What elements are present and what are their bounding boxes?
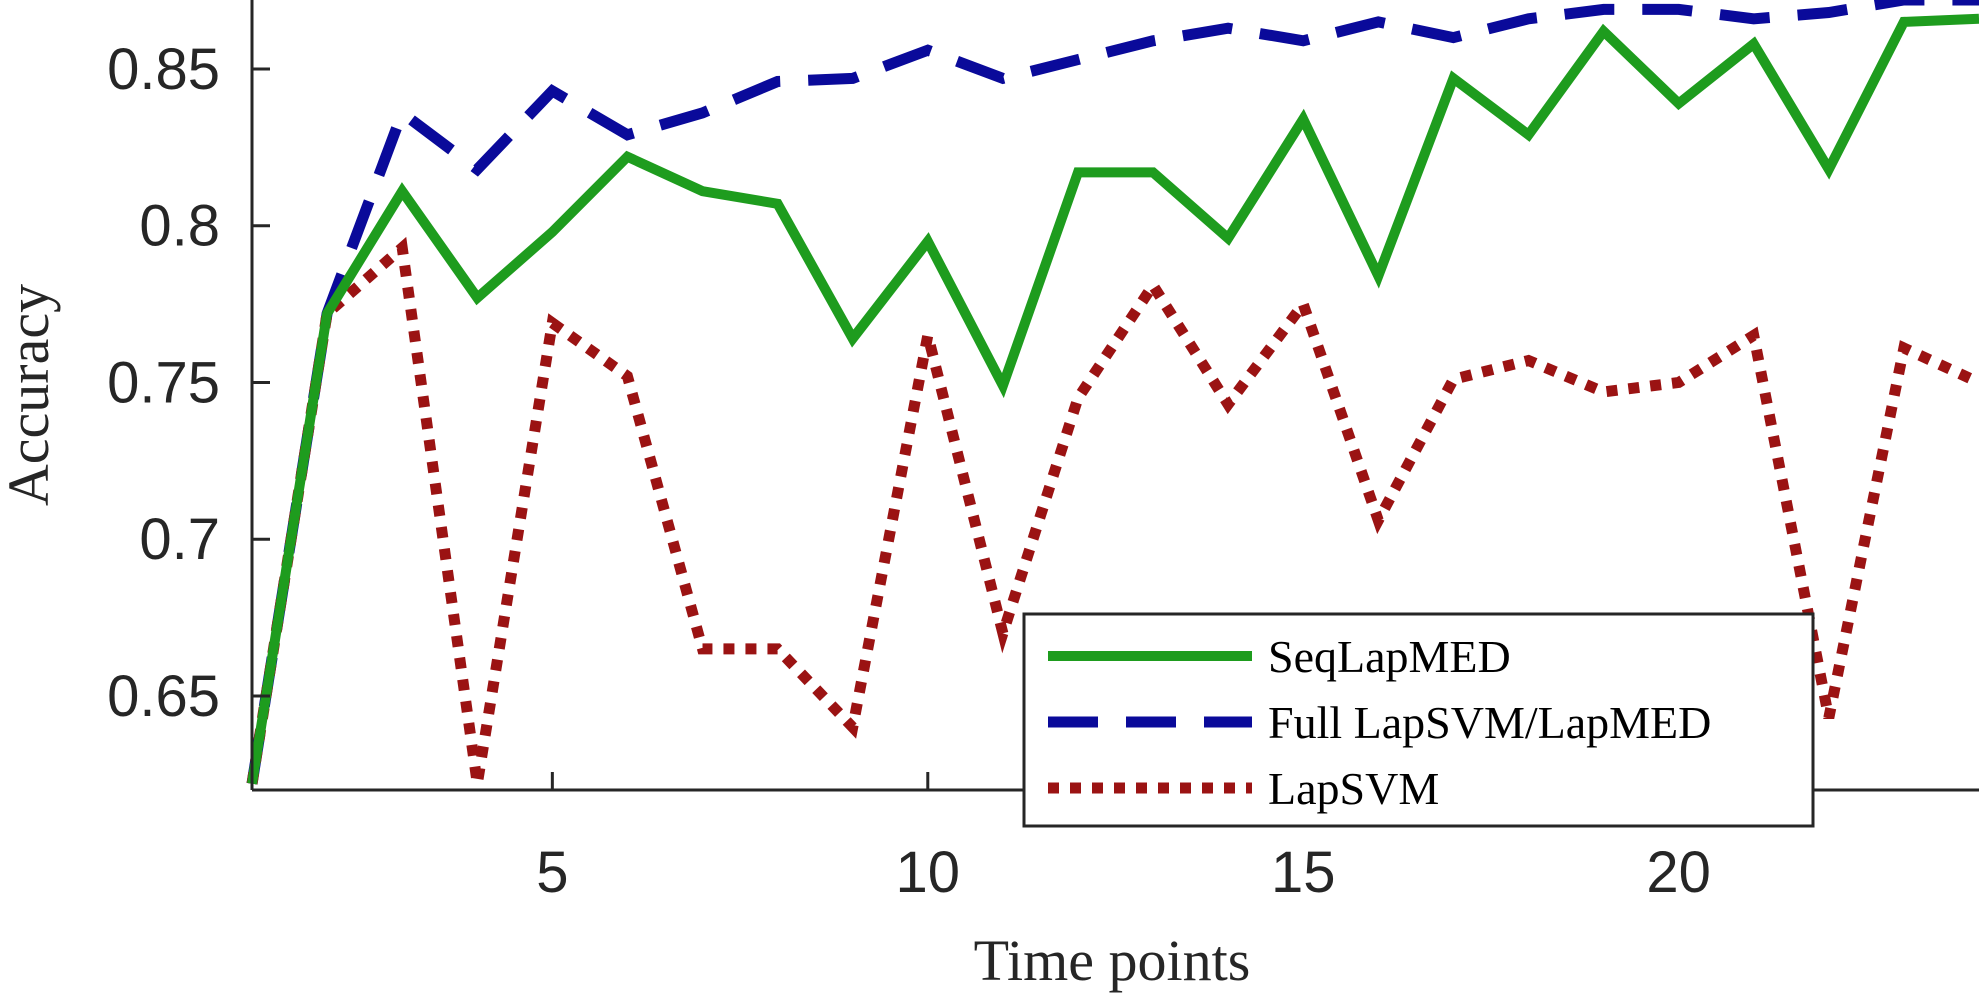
x-tick-label: 15 — [1271, 840, 1336, 905]
legend-label: LapSVM — [1268, 763, 1439, 814]
y-tick-label: 0.75 — [107, 350, 220, 415]
x-tick-label: 10 — [896, 840, 961, 905]
y-tick-label: 0.8 — [139, 194, 220, 259]
series-line-full-lapsvm-lapmed — [246, 0, 1979, 785]
x-tick-label: 5 — [536, 840, 568, 905]
series-line-seqlapmed — [247, 13, 1979, 785]
y-tick-label: 0.65 — [107, 664, 220, 729]
y-tick-label: 0.7 — [139, 507, 220, 572]
y-axis-title: Accuracy — [0, 284, 61, 506]
legend-label: Full LapSVM/LapMED — [1268, 697, 1711, 748]
legend-label: SeqLapMED — [1268, 631, 1511, 682]
tick-layer: 5 10 15 20 0.65 0.7 0.75 0.8 0.85 — [107, 37, 1711, 905]
series-line-lapsvm — [246, 236, 1979, 785]
x-tick-label: 20 — [1646, 840, 1711, 905]
legend: SeqLapMED Full LapSVM/LapMED LapSVM — [1022, 612, 1815, 828]
x-axis-title: Time points — [974, 928, 1251, 993]
y-tick-label: 0.85 — [107, 37, 220, 102]
series-layer — [246, 0, 1979, 785]
